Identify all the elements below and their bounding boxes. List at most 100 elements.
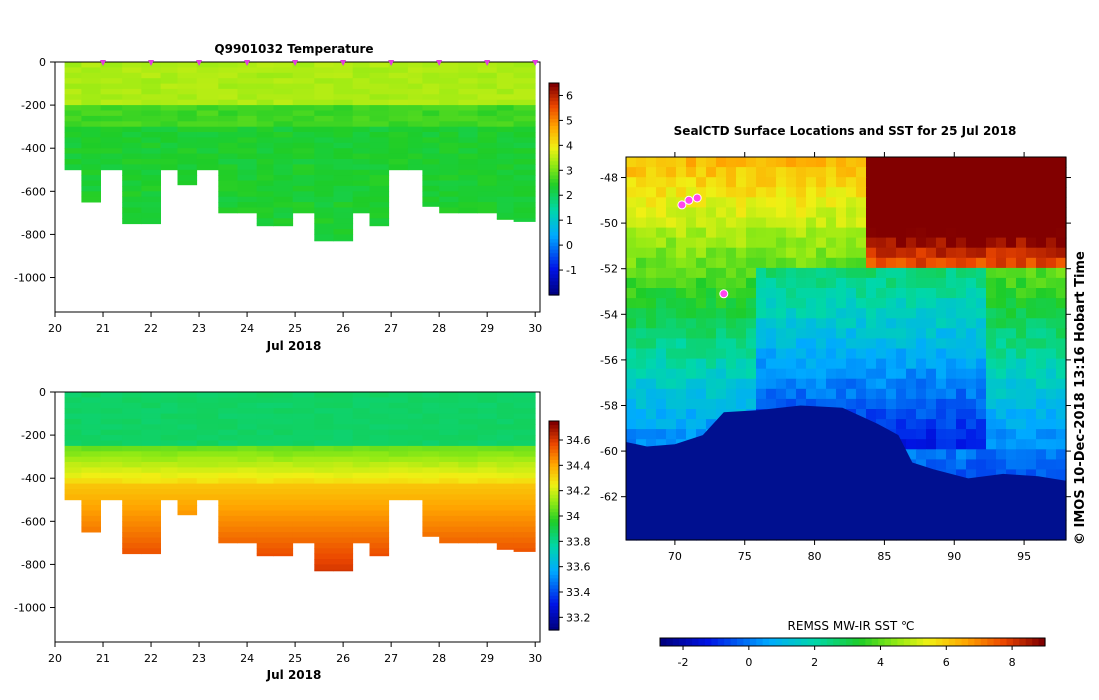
section-cell bbox=[513, 472, 536, 479]
sst-cell bbox=[666, 167, 677, 178]
sst-cell bbox=[846, 358, 857, 370]
sst-cell bbox=[926, 398, 937, 410]
sst-cell bbox=[706, 227, 717, 239]
section-cell bbox=[237, 451, 258, 458]
section-cell bbox=[100, 408, 123, 414]
sst-cell bbox=[886, 419, 897, 430]
section-cell bbox=[439, 99, 459, 106]
section-cell bbox=[496, 78, 514, 84]
sst-cell bbox=[916, 247, 927, 259]
sst-cell bbox=[786, 247, 797, 259]
section-cell bbox=[273, 78, 294, 84]
section-cell bbox=[369, 467, 390, 474]
section-cell bbox=[333, 169, 354, 176]
sst-cell bbox=[846, 227, 857, 239]
colorbar-swatch bbox=[549, 284, 559, 289]
sst-cell bbox=[906, 368, 917, 380]
temperature-x-ticks: 20 21 22 23 24 25 26 27 28 29 30 bbox=[48, 312, 542, 335]
section-cell bbox=[218, 462, 238, 468]
sst-cell bbox=[906, 187, 917, 198]
colorbar-swatch bbox=[871, 638, 879, 646]
sst-cell bbox=[906, 409, 917, 420]
sst-cell bbox=[1046, 459, 1057, 471]
colorbar-swatch bbox=[929, 638, 937, 646]
sst-cell bbox=[776, 277, 787, 289]
section-cell bbox=[141, 435, 161, 441]
section-cell bbox=[237, 180, 258, 187]
sst-cell bbox=[926, 459, 937, 471]
section-cell bbox=[422, 126, 440, 133]
section-cell bbox=[160, 142, 178, 149]
section-cell bbox=[177, 153, 198, 160]
section-cell bbox=[122, 180, 142, 187]
section-cell bbox=[273, 72, 294, 79]
sst-cell bbox=[696, 328, 707, 339]
section-cell bbox=[237, 153, 258, 160]
map-y-tick-label: -52 bbox=[600, 263, 618, 276]
sst-cell bbox=[1056, 308, 1067, 319]
section-cell bbox=[273, 418, 294, 425]
sst-cell bbox=[766, 237, 777, 249]
section-cell bbox=[292, 72, 315, 79]
colorbar-swatch bbox=[549, 128, 559, 134]
section-cell bbox=[422, 472, 440, 479]
section-cell bbox=[100, 451, 123, 458]
sst-cell bbox=[886, 328, 897, 339]
section-cell bbox=[496, 180, 514, 187]
section-cell bbox=[196, 494, 219, 501]
sst-cell bbox=[726, 298, 737, 309]
section-cell bbox=[314, 153, 334, 160]
surface-marker bbox=[196, 60, 203, 66]
sst-cell bbox=[716, 277, 727, 289]
section-cell bbox=[314, 142, 334, 149]
section-cell bbox=[122, 424, 142, 431]
sst-cell bbox=[726, 257, 737, 269]
section-cell bbox=[513, 62, 536, 68]
sst-cell bbox=[1036, 378, 1047, 390]
sst-cell bbox=[756, 187, 767, 198]
sst-cell bbox=[966, 247, 977, 259]
section-cell bbox=[333, 94, 354, 101]
section-cell bbox=[122, 392, 142, 398]
sst-cell bbox=[906, 267, 917, 279]
colorbar-swatch bbox=[916, 638, 924, 646]
sst-cell bbox=[726, 288, 737, 299]
sst-cell bbox=[986, 217, 997, 229]
sst-cell bbox=[846, 217, 857, 229]
section-cell bbox=[407, 99, 423, 106]
section-cell bbox=[407, 164, 423, 171]
section-cell bbox=[439, 132, 459, 138]
sst-cell bbox=[806, 227, 817, 239]
section-cell bbox=[256, 537, 274, 544]
sst-cell bbox=[976, 288, 987, 299]
section-cell bbox=[100, 392, 123, 398]
sst-cell bbox=[806, 257, 817, 269]
section-cell bbox=[314, 569, 334, 572]
section-cell bbox=[496, 110, 514, 117]
colorbar-swatch bbox=[549, 532, 559, 537]
section-cell bbox=[407, 392, 423, 398]
sst-cell bbox=[806, 308, 817, 319]
colorbar-swatch bbox=[1038, 638, 1046, 646]
section-cell bbox=[122, 478, 142, 484]
colorbar-swatch bbox=[549, 438, 559, 443]
section-cell bbox=[237, 489, 258, 495]
section-cell bbox=[196, 67, 219, 74]
sst-cell bbox=[656, 187, 667, 198]
section-cell bbox=[256, 456, 274, 463]
colorbar-swatch bbox=[549, 612, 559, 617]
sst-cell bbox=[896, 187, 907, 198]
sst-cell bbox=[806, 157, 817, 168]
section-cell bbox=[64, 445, 82, 452]
section-cell bbox=[81, 521, 101, 528]
section-cell bbox=[496, 548, 514, 550]
sst-cell bbox=[1026, 257, 1037, 269]
section-cell bbox=[273, 218, 294, 225]
sst-cell bbox=[796, 207, 807, 219]
sst-cell bbox=[816, 217, 827, 229]
sst-cell bbox=[996, 419, 1007, 430]
sst-cell bbox=[856, 257, 867, 269]
section-cell bbox=[177, 132, 198, 138]
section-cell bbox=[273, 445, 294, 452]
colorbar-swatch bbox=[1012, 638, 1020, 646]
